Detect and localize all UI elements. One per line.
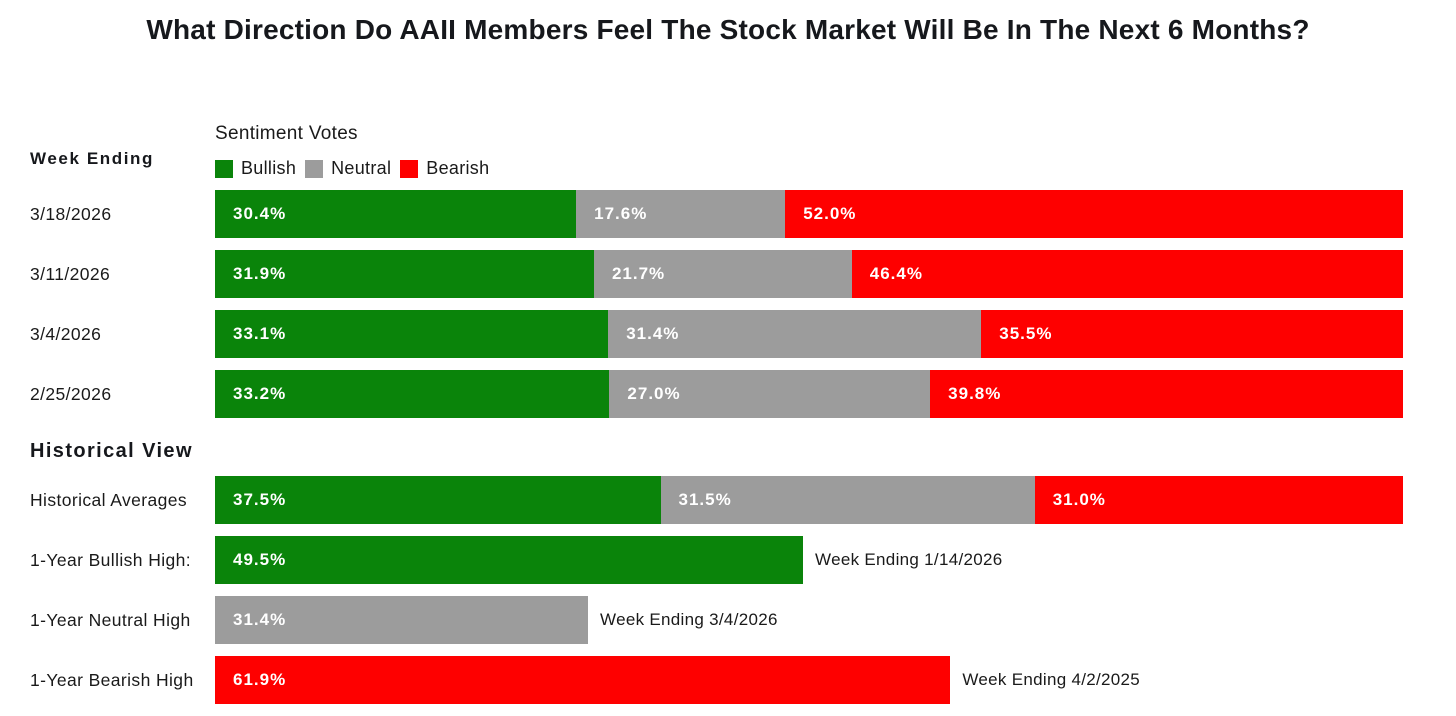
segment-value-label: 17.6%: [594, 204, 648, 223]
bar-annotation: Week Ending 1/14/2026: [815, 550, 1003, 569]
bar-row-bullish-high: 1-Year Bullish High: 49.5% Week Ending 1…: [0, 536, 1456, 584]
segment-value-label: 27.0%: [627, 384, 681, 403]
legend: Bullish Neutral Bearish: [215, 158, 498, 179]
stacked-bar: 37.5% 31.5% 31.0%: [215, 476, 1403, 524]
legend-item-neutral: Neutral: [305, 158, 391, 179]
segment-value-label: 33.2%: [233, 384, 287, 403]
bullish-segment: 37.5%: [215, 476, 661, 524]
legend-label-neutral: Neutral: [331, 158, 392, 178]
bar-row-week-1: 3/11/2026 31.9% 21.7% 46.4%: [0, 250, 1456, 298]
segment-value-label: 52.0%: [803, 204, 857, 223]
legend-title: Sentiment Votes: [215, 123, 358, 144]
legend-item-bullish: Bullish: [215, 158, 296, 179]
neutral-segment: 27.0%: [609, 370, 931, 418]
bearish-swatch-icon: [400, 159, 419, 178]
segment-value-label: 31.9%: [233, 264, 287, 283]
single-bar: 61.9% Week Ending 4/2/2025: [215, 656, 1403, 704]
bar-row-week-2: 3/4/2026 33.1% 31.4% 35.5%: [0, 310, 1456, 358]
bullish-swatch-icon: [215, 159, 233, 178]
neutral-segment: 31.4%: [215, 596, 589, 644]
bar-row-bearish-high: 1-Year Bearish High 61.9% Week Ending 4/…: [0, 656, 1456, 704]
bar-annotation: Week Ending 4/2/2025: [962, 670, 1141, 689]
row-label-date: 3/11/2026: [30, 263, 111, 284]
historical-view-heading: Historical View: [30, 440, 193, 462]
segment-value-label: 39.8%: [948, 384, 1002, 403]
bar-row-historical-averages: Historical Averages 37.5% 31.5% 31.0%: [0, 476, 1456, 524]
segment-value-label: 61.9%: [233, 670, 287, 689]
segment-value-label: 31.4%: [233, 610, 287, 629]
segment-value-label: 30.4%: [233, 204, 287, 223]
bar-row-week-3: 2/25/2026 33.2% 27.0% 39.8%: [0, 370, 1456, 418]
segment-value-label: 46.4%: [869, 264, 923, 283]
bearish-segment: 39.8%: [930, 370, 1403, 418]
bearish-segment: 31.0%: [1034, 476, 1403, 524]
stacked-bar: 33.1% 31.4% 35.5%: [215, 310, 1403, 358]
bullish-segment: 49.5%: [215, 536, 804, 584]
segment-value-label: 31.5%: [678, 490, 732, 509]
segment-value-label: 37.5%: [233, 490, 287, 509]
bearish-segment: 61.9%: [215, 656, 951, 704]
bullish-segment: 31.9%: [215, 250, 594, 298]
row-label-date: 3/18/2026: [30, 203, 112, 224]
neutral-segment: 21.7%: [593, 250, 852, 298]
neutral-segment: 17.6%: [576, 190, 786, 238]
single-bar: 49.5% Week Ending 1/14/2026: [215, 536, 1403, 584]
row-label: 1-Year Bullish High:: [30, 549, 192, 570]
bullish-segment: 33.2%: [215, 370, 610, 418]
segment-value-label: 49.5%: [233, 550, 287, 569]
legend-item-bearish: Bearish: [400, 158, 489, 179]
bar-row-week-0: 3/18/2026 30.4% 17.6% 52.0%: [0, 190, 1456, 238]
neutral-swatch-icon: [305, 159, 324, 178]
segment-value-label: 21.7%: [611, 264, 666, 283]
bar-annotation: Week Ending 3/4/2026: [600, 610, 778, 629]
stacked-bar: 30.4% 17.6% 52.0%: [215, 190, 1403, 238]
stacked-bar: 31.9% 21.7% 46.4%: [215, 250, 1403, 298]
stacked-bar: 33.2% 27.0% 39.8%: [215, 370, 1403, 418]
week-ending-column-header: Week Ending: [30, 149, 155, 168]
bearish-segment: 46.4%: [851, 250, 1403, 298]
segment-value-label: 31.0%: [1052, 490, 1106, 509]
row-label: 1-Year Neutral High: [30, 609, 191, 630]
bearish-segment: 52.0%: [785, 190, 1403, 238]
bar-row-neutral-high: 1-Year Neutral High 31.4% Week Ending 3/…: [0, 596, 1456, 644]
row-label-date: 3/4/2026: [30, 323, 102, 344]
row-label: Historical Averages: [30, 489, 188, 510]
single-bar: 31.4% Week Ending 3/4/2026: [215, 596, 1403, 644]
segment-value-label: 35.5%: [999, 324, 1053, 343]
bearish-segment: 35.5%: [981, 310, 1403, 358]
row-label-date: 2/25/2026: [30, 383, 112, 404]
neutral-segment: 31.5%: [660, 476, 1035, 524]
row-label: 1-Year Bearish High: [30, 669, 194, 690]
bullish-segment: 30.4%: [215, 190, 577, 238]
segment-value-label: 31.4%: [626, 324, 680, 343]
legend-label-bullish: Bullish: [241, 158, 297, 178]
chart-title: What Direction Do AAII Members Feel The …: [146, 14, 1310, 45]
bullish-segment: 33.1%: [215, 310, 609, 358]
neutral-segment: 31.4%: [608, 310, 982, 358]
legend-label-bearish: Bearish: [426, 158, 490, 178]
segment-value-label: 33.1%: [233, 324, 287, 343]
